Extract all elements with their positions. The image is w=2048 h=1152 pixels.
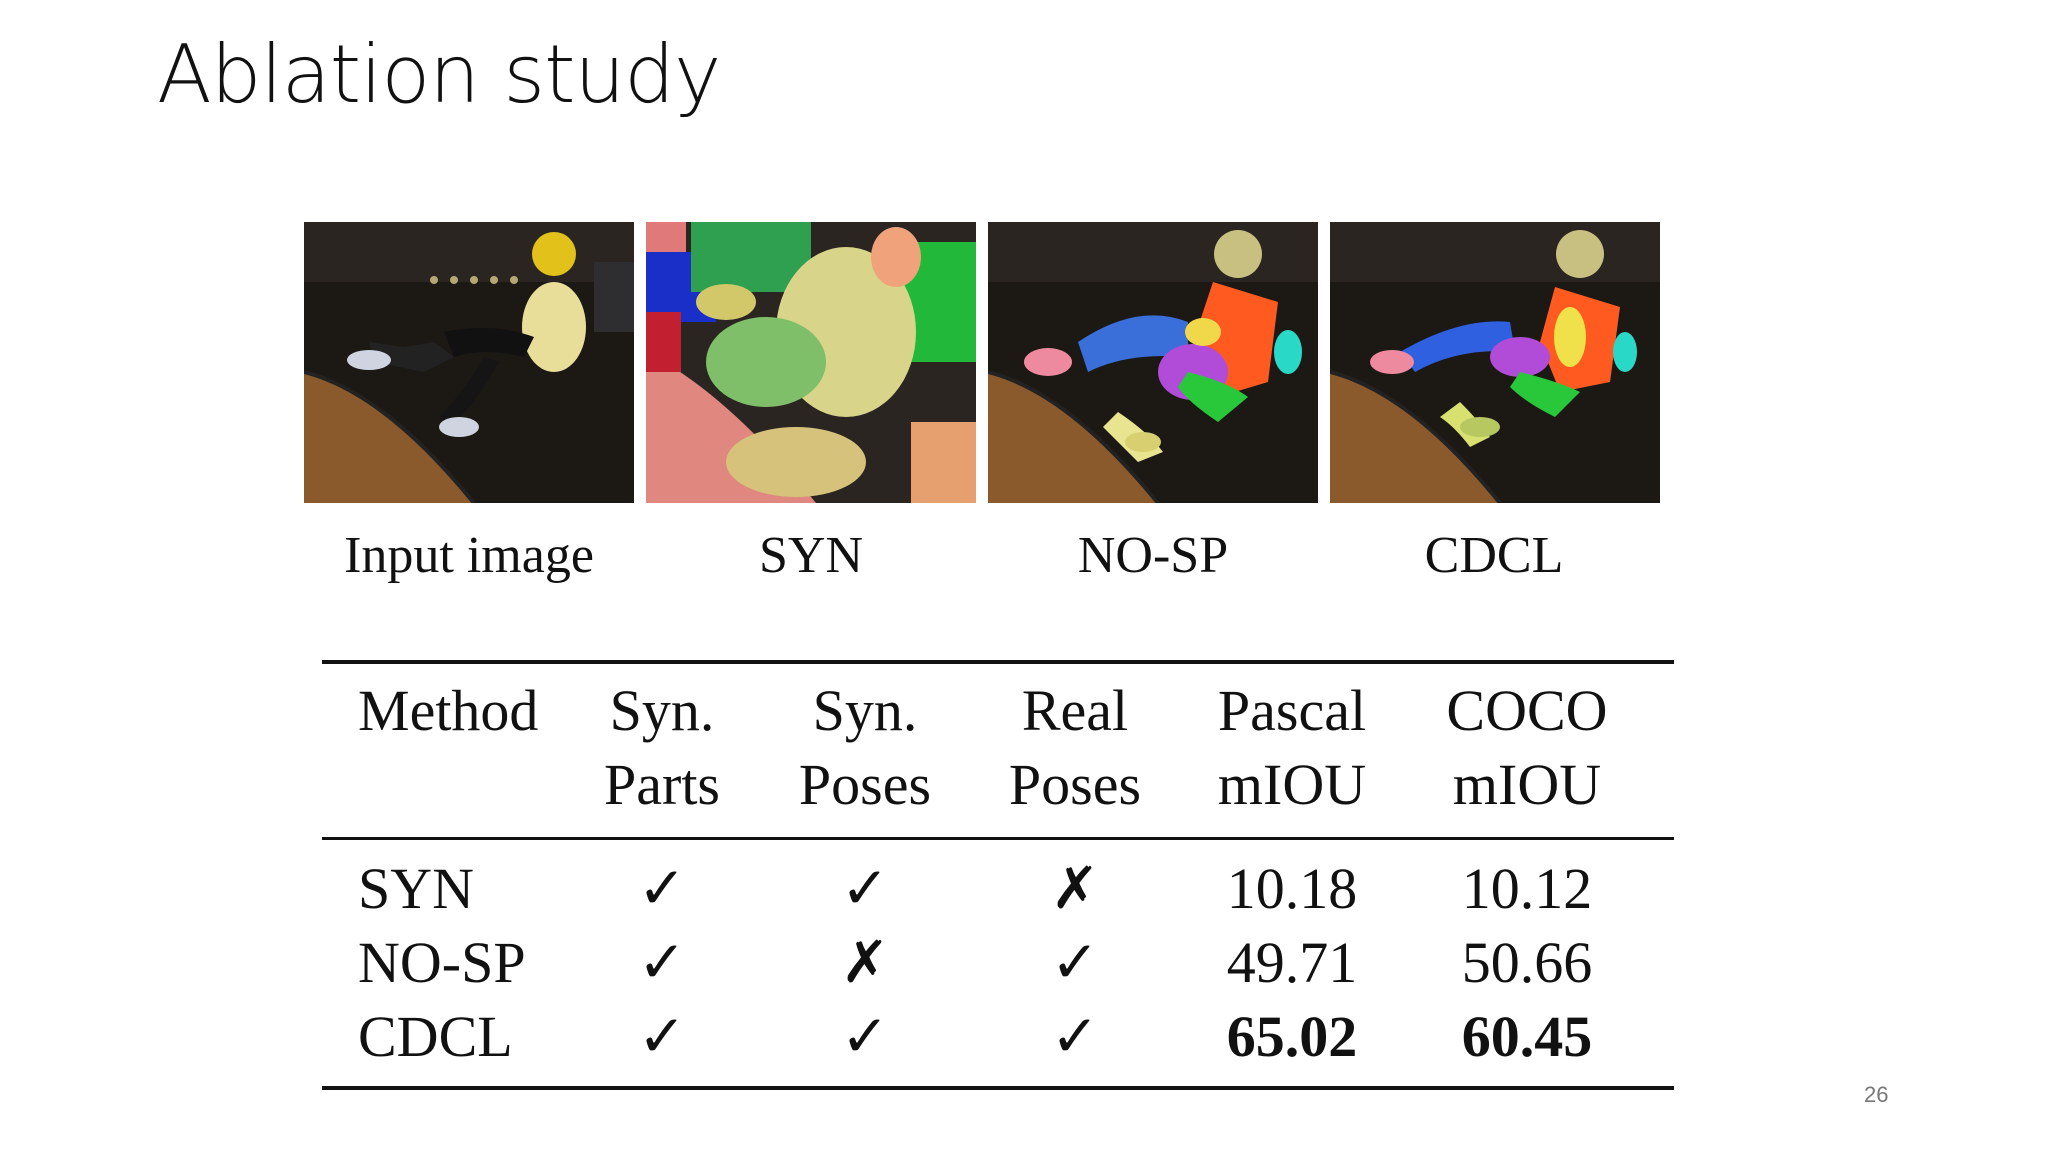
- table-header-rule: [322, 837, 1674, 840]
- pascal-miou-value-best: 65.02: [1226, 1004, 1358, 1069]
- check-syn-poses: ✓: [840, 856, 890, 921]
- check-real-poses: ✗: [1050, 856, 1100, 921]
- check-real-poses: ✓: [1050, 930, 1100, 995]
- coco-miou-value-best: 60.45: [1461, 1004, 1593, 1069]
- check-syn-poses: ✓: [840, 1004, 890, 1069]
- caption-nosp: NO-SP: [1077, 527, 1229, 584]
- coco-miou-value: 10.12: [1461, 856, 1593, 921]
- header-coco-line2: mIOU: [1452, 752, 1602, 817]
- nosp-result-panel: [988, 222, 1318, 503]
- header-syn-parts-line2: Parts: [604, 752, 720, 817]
- table-top-rule: [322, 660, 1674, 664]
- pascal-miou-value: 10.18: [1226, 856, 1358, 921]
- row-method: CDCL: [358, 1004, 513, 1069]
- pascal-miou-value: 49.71: [1226, 930, 1358, 995]
- cdcl-result-panel: [1330, 222, 1660, 503]
- header-syn-poses-line2: Poses: [798, 752, 932, 817]
- row-method: NO-SP: [358, 930, 526, 995]
- caption-input-image: Input image: [344, 527, 594, 584]
- header-real-poses-line1: Real: [1021, 678, 1129, 743]
- header-syn-parts-line1: Syn.: [609, 678, 715, 743]
- header-pascal-line1: Pascal: [1217, 678, 1367, 743]
- syn-result-panel: [646, 222, 976, 503]
- header-method: Method: [358, 678, 539, 743]
- header-pascal-line2: mIOU: [1217, 752, 1367, 817]
- slide-title: Ablation study: [157, 28, 721, 121]
- row-method: SYN: [358, 856, 475, 921]
- input-image-panel: [304, 222, 634, 503]
- check-syn-parts: ✓: [637, 856, 687, 921]
- header-syn-poses-line1: Syn.: [812, 678, 918, 743]
- coco-miou-value: 50.66: [1461, 930, 1593, 995]
- check-syn-poses: ✗: [840, 930, 890, 995]
- header-real-poses-line2: Poses: [1008, 752, 1142, 817]
- page-number: 26: [1864, 1082, 1889, 1107]
- header-coco-line1: COCO: [1446, 678, 1608, 743]
- caption-cdcl: CDCL: [1424, 527, 1564, 584]
- check-syn-parts: ✓: [637, 1004, 687, 1069]
- segmentation-figure: [304, 222, 1660, 503]
- check-real-poses: ✓: [1050, 1004, 1100, 1069]
- caption-syn: SYN: [758, 527, 864, 584]
- table-bottom-rule: [322, 1086, 1674, 1090]
- check-syn-parts: ✓: [637, 930, 687, 995]
